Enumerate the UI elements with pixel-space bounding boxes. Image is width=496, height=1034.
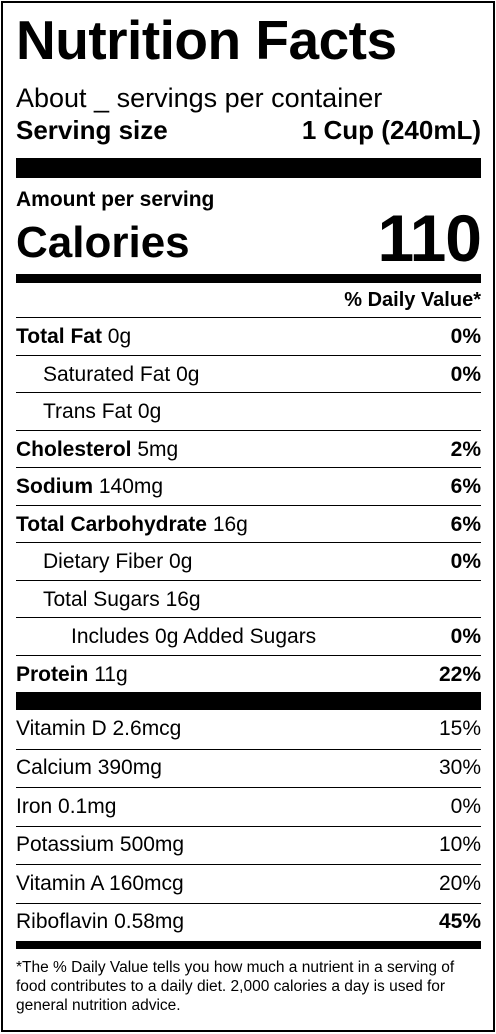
- vitamin-dv: 20%: [438, 871, 481, 895]
- nutrient-dv: 6%: [450, 512, 481, 536]
- nutrient-row-total-fat: Total Fat 0g 0%: [16, 317, 481, 355]
- vitamins-list: Vitamin D 2.6mcg 15% Calcium 390mg 30% I…: [16, 710, 481, 941]
- nutrient-dv: 6%: [450, 475, 481, 499]
- vitamin-name: Potassium: [16, 833, 115, 857]
- thick-divider: [16, 158, 481, 178]
- vitamin-row-potassium: Potassium 500mg 10%: [16, 825, 481, 865]
- vitamin-amount: 0.58mg: [114, 910, 185, 934]
- vitamin-dv: 0%: [450, 794, 481, 818]
- nutrient-name: Total Fat: [16, 325, 102, 349]
- vitamin-amount: 0.1mg: [58, 794, 117, 818]
- nutrient-name: Trans Fat: [43, 400, 133, 424]
- nutrient-name: Protein: [16, 662, 89, 686]
- vitamin-dv: 10%: [438, 833, 481, 857]
- vitamin-row-riboflavin: Riboflavin 0.58mg 45%: [16, 902, 481, 942]
- nutrient-row-trans-fat: Trans Fat 0g: [16, 392, 481, 430]
- serving-size-row: Serving size 1 Cup (240mL): [16, 113, 481, 147]
- calories-row: Calories 110: [16, 205, 482, 271]
- nutrient-dv: 2%: [450, 437, 481, 461]
- vitamin-amount: 2.6mcg: [112, 717, 182, 741]
- nutrient-amount: 5mg: [137, 437, 179, 461]
- serving-size-value: 1 Cup (240mL): [301, 115, 481, 145]
- vitamin-row-calcium: Calcium 390mg 30%: [16, 748, 481, 788]
- vitamin-name: Vitamin D: [16, 717, 107, 741]
- nutrient-row-sodium: Sodium 140mg 6%: [16, 467, 481, 505]
- vitamin-amount: 500mg: [119, 833, 185, 857]
- nutrient-dv: 0%: [450, 362, 481, 386]
- daily-value-header: % Daily Value*: [344, 289, 481, 311]
- vitamin-row-vitamin-a: Vitamin A 160mcg 20%: [16, 864, 481, 903]
- calories-value: 110: [377, 201, 482, 275]
- servings-per-container: About _ servings per container: [16, 83, 383, 113]
- nutrient-dv: 22%: [438, 662, 481, 686]
- nutrient-row-dietary-fiber: Dietary Fiber 0g 0%: [16, 542, 481, 580]
- nutrient-name: Saturated Fat: [43, 362, 171, 386]
- vitamin-dv: 45%: [438, 910, 481, 934]
- nutrient-amount: 16g: [212, 512, 248, 536]
- vitamin-amount: 160mcg: [109, 871, 184, 895]
- medium-divider: [16, 274, 481, 283]
- vitamin-name: Riboflavin: [16, 910, 109, 934]
- amount-per-serving: Amount per serving: [16, 188, 215, 211]
- daily-value-footnote: *The % Daily Value tells you how much a …: [16, 959, 455, 1014]
- nutrient-dv: 0%: [450, 625, 481, 649]
- nutrient-row-protein: Protein 11g 22%: [16, 654, 481, 693]
- nutrient-row-total-carbohydrate: Total Carbohydrate 16g 6%: [16, 504, 481, 543]
- nutrient-name: Total Sugars: [43, 587, 160, 611]
- nutrient-row-saturated-fat: Saturated Fat 0g 0%: [16, 354, 481, 393]
- nutrient-amount: 0g: [176, 362, 200, 386]
- label-title: Nutrition Facts: [16, 9, 397, 71]
- nutrient-name: Sodium: [16, 475, 93, 499]
- nutrient-name: Cholesterol: [16, 437, 132, 461]
- vitamin-name: Calcium: [16, 756, 92, 780]
- nutrient-row-added-sugars: Includes 0g Added Sugars 0%: [16, 617, 481, 655]
- nutrient-amount: 0g: [107, 325, 132, 349]
- nutrient-amount: 0g: [169, 550, 193, 574]
- calories-label: Calories: [16, 218, 190, 267]
- nutrient-amount: 16g: [165, 587, 201, 611]
- vitamin-row-vitamin-d: Vitamin D 2.6mcg 15%: [16, 710, 481, 749]
- nutrient-name: Total Carbohydrate: [16, 512, 207, 536]
- nutrient-name: Dietary Fiber: [43, 550, 164, 574]
- vitamin-dv: 15%: [438, 717, 481, 741]
- vitamin-name: Vitamin A: [16, 871, 104, 895]
- vitamin-row-iron: Iron 0.1mg 0%: [16, 787, 481, 826]
- nutrient-amount: 140mg: [98, 475, 164, 499]
- vitamin-amount: 390mg: [97, 756, 162, 780]
- nutrient-name: Includes 0g Added Sugars: [71, 625, 317, 649]
- nutrient-amount: 11g: [94, 662, 128, 686]
- vitamin-name: Iron: [16, 794, 53, 818]
- vitamins-divider: [16, 692, 481, 710]
- vitamin-dv: 30%: [438, 756, 481, 780]
- footnote-divider: [16, 941, 481, 949]
- serving-size-label: Serving size: [16, 115, 168, 145]
- nutrient-amount: 0g: [137, 400, 162, 424]
- nutrient-row-cholesterol: Cholesterol 5mg 2%: [16, 429, 481, 468]
- nutrient-dv: 0%: [450, 325, 481, 349]
- nutrient-row-total-sugars: Total Sugars 16g: [16, 579, 481, 618]
- nutrient-dv: 0%: [450, 550, 481, 574]
